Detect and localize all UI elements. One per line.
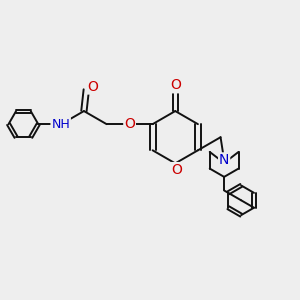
Text: O: O	[170, 79, 181, 92]
Text: O: O	[171, 163, 182, 177]
Text: NH: NH	[51, 118, 70, 130]
Text: O: O	[87, 80, 98, 94]
Text: O: O	[124, 117, 135, 131]
Text: N: N	[219, 153, 229, 167]
